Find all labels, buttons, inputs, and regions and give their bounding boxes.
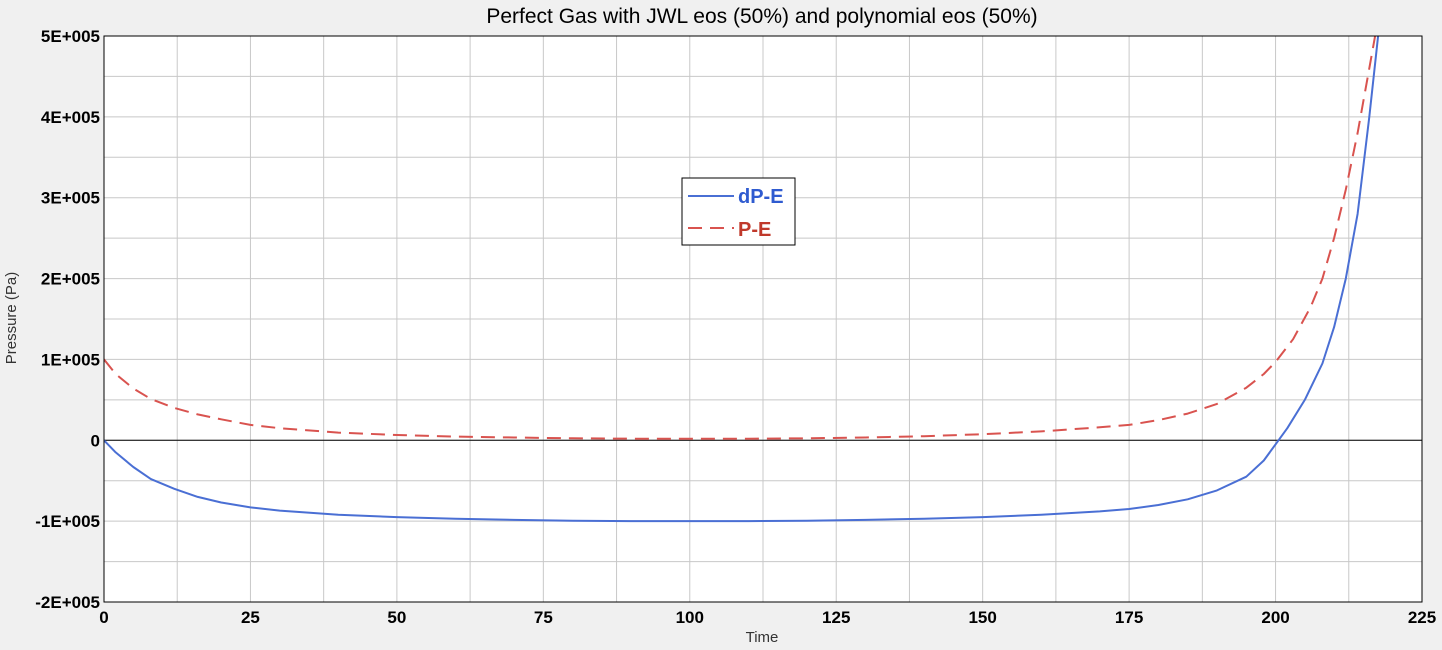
x-axis-label: Time (746, 629, 779, 646)
x-tick-label: 75 (534, 608, 553, 627)
x-tick-label: 200 (1261, 608, 1289, 627)
y-tick-label: 2E+005 (41, 270, 100, 289)
y-tick-label: 3E+005 (41, 189, 100, 208)
y-tick-label: 0 (91, 431, 100, 450)
y-axis-label: Pressure (Pa) (3, 272, 20, 365)
x-tick-label: 50 (387, 608, 406, 627)
y-tick-label: 5E+005 (41, 27, 100, 46)
legend: dP-E P-E (681, 177, 796, 246)
series-line-p-e (104, 36, 1377, 440)
legend-label-p-e: P-E (738, 219, 771, 241)
x-tick-label: 125 (822, 608, 850, 627)
y-tick-label: 4E+005 (41, 108, 100, 127)
series-layer (104, 36, 1380, 523)
x-tick-label: 150 (968, 608, 996, 627)
x-tick-label: 25 (241, 608, 260, 627)
y-tick-label: 1E+005 (41, 350, 100, 369)
x-tick-label: 0 (99, 608, 108, 627)
y-tick-label: -2E+005 (35, 593, 100, 612)
plot-frame (103, 35, 1423, 603)
chart-title: Perfect Gas with JWL eos (50%) and polyn… (486, 5, 1037, 28)
x-tick-label: 175 (1115, 608, 1143, 627)
y-tick-label: -1E+005 (35, 512, 100, 531)
x-tick-label: 100 (676, 608, 704, 627)
y-tick-labels: -2E+005 -1E+005 0 1E+005 2E+005 3E+005 4E+005 5… (35, 27, 100, 612)
x-tick-label: 225 (1408, 608, 1436, 627)
x-tick-labels: 0 25 50 75 100 125 150 175 200 225 (99, 608, 1436, 627)
legend-label-dp-e: dP-E (738, 186, 784, 208)
legend-box (681, 177, 796, 246)
series-line-dp-e (104, 36, 1380, 523)
